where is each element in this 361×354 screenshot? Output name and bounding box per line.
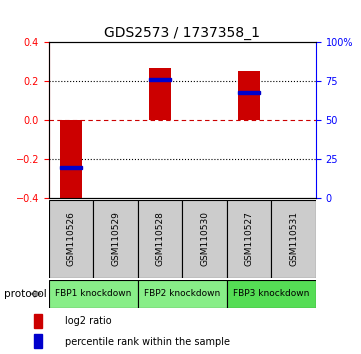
Bar [182, 200, 227, 278]
Bar [138, 200, 182, 278]
Text: GSM110529: GSM110529 [111, 211, 120, 267]
Text: log2 ratio: log2 ratio [65, 316, 112, 326]
Text: FBP2 knockdown: FBP2 knockdown [144, 289, 221, 298]
Text: percentile rank within the sample: percentile rank within the sample [65, 337, 230, 347]
Bar [60, 120, 82, 201]
Text: FBP1 knockdown: FBP1 knockdown [55, 289, 131, 298]
Text: GSM110527: GSM110527 [245, 211, 253, 267]
Bar [238, 71, 260, 120]
Bar [138, 280, 227, 308]
Title: GDS2573 / 1737358_1: GDS2573 / 1737358_1 [104, 26, 260, 40]
Bar [93, 200, 138, 278]
Bar [227, 200, 271, 278]
Text: GSM110530: GSM110530 [200, 211, 209, 267]
Bar [49, 200, 93, 278]
Bar [227, 280, 316, 308]
Text: GSM110526: GSM110526 [66, 211, 75, 267]
Bar [149, 78, 171, 81]
Bar [60, 166, 82, 169]
Bar [271, 200, 316, 278]
Text: GSM110531: GSM110531 [289, 211, 298, 267]
Text: FBP3 knockdown: FBP3 knockdown [233, 289, 309, 298]
Bar [238, 91, 260, 94]
Bar [149, 68, 171, 120]
Bar [34, 314, 42, 328]
Bar [49, 280, 138, 308]
Text: protocol: protocol [4, 289, 46, 299]
Text: GSM110528: GSM110528 [156, 211, 165, 267]
Bar [34, 334, 42, 348]
